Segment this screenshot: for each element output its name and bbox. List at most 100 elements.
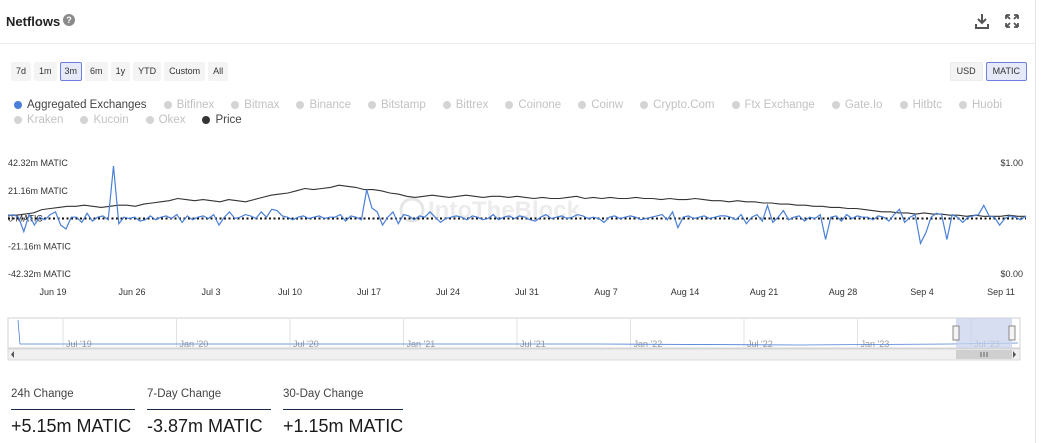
x-tick-label: Jul 31 [515,287,539,297]
legend-label: Hitbtc [912,99,942,111]
legend-dot-icon [202,116,211,124]
legend-item[interactable]: Okex [145,113,186,127]
navigator-handle-right[interactable] [1008,325,1016,341]
range-button-ytd[interactable]: YTD [133,62,162,81]
legend-item[interactable]: Binance [296,98,351,112]
y-left-tick-label: -42.32m MATIC [8,269,71,279]
legend-label: Okex [158,114,186,126]
download-icon[interactable] [973,12,991,30]
range-button-7d[interactable]: 7d [11,62,32,81]
legend-label: Kucoin [93,114,129,126]
change-stats: 24h Change +5.15m MATIC 7-Day Change -3.87m… [11,388,403,436]
legend-item[interactable]: Coinone [505,98,561,112]
legend-label: Bitmax [244,99,280,111]
unit-button-matic[interactable]: MATIC [985,62,1027,81]
legend-item[interactable]: Bitstamp [368,98,426,112]
scrollbar-grip-icon[interactable] [980,352,988,357]
series-line-price [8,184,1026,217]
x-tick-label: Jul 17 [357,287,381,297]
x-tick-label: Aug 28 [829,287,858,297]
legend-dot-icon [505,101,514,109]
navigator-scrollbar[interactable] [7,348,1021,361]
legend-label: Coinone [518,99,562,111]
legend-dot-icon [145,116,154,124]
range-button-3m[interactable]: 3m [59,62,83,81]
stat-block: 30-Day Change +1.15m MATIC [283,388,403,436]
legend-dot-icon [163,101,172,109]
stat-label: 24h Change [11,388,74,400]
x-tick-label: Jun 26 [118,287,145,297]
legend-dot-icon [80,116,89,124]
legend-dot-icon [831,101,840,109]
y-left-tick-label: -21.16m MATIC [8,241,71,251]
legend-item[interactable]: Huobi [958,98,1003,112]
unit-selector: USD MATIC [949,62,1027,81]
series-line-aggregated-exchanges [7,165,1027,246]
range-button-6m[interactable]: 6m [85,62,108,81]
legend-label: Bittrex [455,99,489,111]
range-navigator[interactable]: Jul '19 Jan '20 Jul '20 Jan '21 Jul '21 Jan '… [0,316,1036,364]
stat-value: +1.15m MATIC [283,416,404,436]
range-button-1y[interactable]: 1y [110,62,131,81]
fullscreen-icon[interactable] [1003,12,1021,30]
y-left-tick-label: 21.16m MATIC [8,186,68,196]
legend-item[interactable]: Gate.Io [831,98,883,112]
help-icon[interactable]: ? [63,14,75,26]
legend-dot-icon [899,101,908,109]
range-button-1m[interactable]: 1m [34,62,57,81]
legend-item[interactable]: Bitfinex [163,98,214,112]
legend-dot-icon [640,101,649,109]
legend-label: Bitstamp [381,99,426,111]
legend-label: Gate.Io [844,99,883,111]
legend-item[interactable]: Bitmax [231,98,279,112]
legend-item[interactable]: Kraken [14,113,63,127]
legend-dot-icon [442,101,451,109]
legend-label: Aggregated Exchanges [27,99,147,111]
legend-dot-icon [368,101,376,109]
x-tick-label: Aug 21 [750,287,779,297]
legend-dot-icon [731,101,740,109]
legend-label: Huobi [971,99,1003,111]
legend-item[interactable]: Aggregated Exchanges [14,98,147,112]
scroll-right-arrow-icon[interactable] [1013,351,1016,358]
legend-label: Price [215,114,242,126]
x-tick-label: Sep 4 [910,287,934,297]
legend-label: Coinw [591,99,624,111]
stat-block: 24h Change +5.15m MATIC [11,388,135,436]
navigator-label: Jan '23 [861,339,890,349]
x-tick-label: Aug 7 [594,287,618,297]
watermark-logo-icon [399,197,425,223]
unit-button-usd[interactable]: USD [949,62,983,81]
range-button-custom[interactable]: Custom [164,62,206,81]
legend-item[interactable]: Price [202,113,242,127]
x-tick-label: Jul 10 [278,287,302,297]
legend-item[interactable]: Crypto.Com [640,98,715,112]
legend-item[interactable]: Coinw [578,98,623,112]
x-tick-label: Aug 14 [671,287,700,297]
legend-label: Crypto.Com [653,99,715,111]
range-button-all[interactable]: All [208,62,229,81]
navigator-handle-left[interactable] [952,325,960,341]
legend-item[interactable]: Bittrex [442,98,489,112]
legend-dot-icon [14,101,22,109]
stat-block: 7-Day Change -3.87m MATIC [147,388,271,436]
scroll-left-arrow-icon[interactable] [11,351,14,358]
legend-dot-icon [231,101,240,109]
y-left-tick-label: 42.32m MATIC [8,158,68,168]
chart-legend: Aggregated Exchanges Bitfinex Bitmax Binanc… [14,98,1024,127]
navigator-selection[interactable] [956,318,1012,348]
legend-item[interactable]: Kucoin [80,113,129,127]
legend-label: Kraken [27,114,64,126]
legend-item[interactable]: Ftx Exchange [731,98,815,112]
legend-item[interactable]: Hitbtc [899,98,942,112]
x-tick-label: Jul 3 [201,287,220,297]
x-tick-label: Jul 24 [436,287,460,297]
y-left-tick-label: 0 MATIC [8,214,43,224]
page-title: Netflows [6,14,61,29]
time-range-selector: 7d 1m 3m 6m 1y YTD Custom All [11,62,229,81]
legend-dot-icon [296,101,305,109]
netflows-chart: IntoTheBlock 42.32m MATIC 21.16m MATIC 0 M… [7,158,1027,297]
navigator-label: Jul '22 [747,339,773,349]
x-tick-label: Sep 11 [987,287,1015,297]
